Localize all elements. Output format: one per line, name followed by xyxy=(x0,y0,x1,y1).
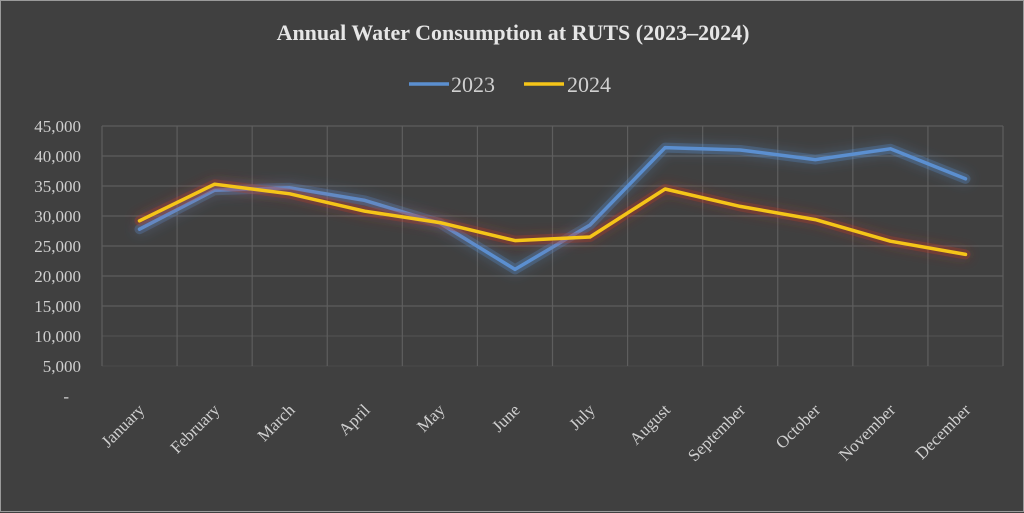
x-tick-label: July xyxy=(565,400,599,434)
y-tick-label: 10,000 xyxy=(34,327,81,346)
data-point-2023-december xyxy=(964,177,967,180)
y-tick-label: 30,000 xyxy=(34,207,81,226)
legend: 2023 2024 xyxy=(409,72,611,97)
data-point-2023-january xyxy=(138,228,141,231)
series-lines xyxy=(134,142,971,275)
data-point-2023-september xyxy=(739,149,742,152)
data-point-2024-february xyxy=(213,183,216,186)
y-tick-label: 5,000 xyxy=(43,357,81,376)
x-tick-label: February xyxy=(167,400,224,457)
x-tick-label: December xyxy=(911,400,974,463)
data-point-2023-november xyxy=(889,147,892,150)
data-point-2024-may xyxy=(438,221,441,224)
x-tick-label: August xyxy=(626,400,674,448)
y-tick-label: 35,000 xyxy=(34,177,81,196)
x-tick-label: January xyxy=(98,400,149,451)
data-point-2024-march xyxy=(288,192,291,195)
y-tick-label: 40,000 xyxy=(34,147,81,166)
y-tick-label: 25,000 xyxy=(34,237,81,256)
y-axis: - 5,000 10,000 15,000 20,000 25,000 30,000 35,0… xyxy=(34,117,81,406)
data-point-2023-july xyxy=(589,224,592,227)
series-line-2024 xyxy=(137,182,968,257)
data-point-2024-january xyxy=(138,219,141,222)
data-point-2024-november xyxy=(889,240,892,243)
y-tick-label: 15,000 xyxy=(34,297,81,316)
gridlines xyxy=(101,125,1004,367)
y-tick-label: 45,000 xyxy=(34,117,81,136)
data-point-2024-december xyxy=(964,253,967,256)
legend-label-2023: 2023 xyxy=(451,72,495,97)
y-tick-label: 20,000 xyxy=(34,267,81,286)
x-tick-label: March xyxy=(254,400,299,445)
data-point-2024-september xyxy=(739,205,742,208)
x-tick-label: November xyxy=(835,400,899,464)
legend-label-2024: 2024 xyxy=(567,72,611,97)
data-point-2023-june xyxy=(513,268,516,271)
x-tick-label: April xyxy=(335,400,374,439)
x-axis: January February March April May June July Augu… xyxy=(98,400,975,465)
x-tick-label: October xyxy=(772,400,824,452)
data-point-2024-june xyxy=(513,239,516,242)
data-point-2024-april xyxy=(363,210,366,213)
data-point-2024-july xyxy=(589,236,592,239)
data-point-2024-august xyxy=(664,188,667,191)
x-tick-label: June xyxy=(488,400,523,435)
data-point-2024-october xyxy=(814,218,817,221)
x-tick-label: May xyxy=(413,400,449,436)
data-point-2023-october xyxy=(814,158,817,161)
data-point-2023-april xyxy=(363,199,366,202)
data-point-2023-august xyxy=(664,146,667,149)
y-tick-label: - xyxy=(63,387,69,406)
x-tick-label: September xyxy=(684,400,749,465)
chart-title: Annual Water Consumption at RUTS (2023–2… xyxy=(277,20,750,45)
